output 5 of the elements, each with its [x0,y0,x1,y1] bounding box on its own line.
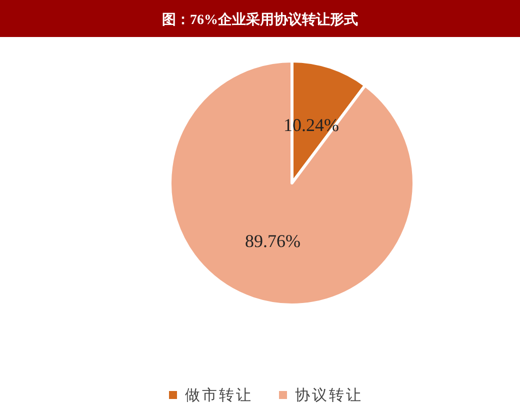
data-label: 89.76% [244,230,300,251]
pie-slice [168,60,416,306]
chart-title: 图：76%企业采用协议转让形式 [162,11,358,28]
legend-label: 协议转让 [295,386,363,404]
legend-label: 做市转让 [185,386,253,404]
